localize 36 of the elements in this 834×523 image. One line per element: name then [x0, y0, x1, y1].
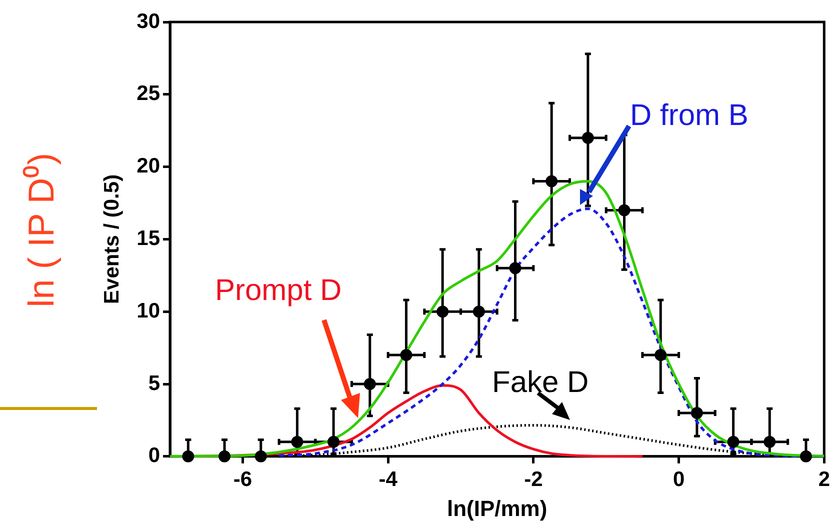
point	[582, 132, 594, 144]
point	[727, 436, 740, 448]
point	[618, 204, 630, 216]
y-tick-label: 20	[136, 154, 160, 178]
y-axis-title: Events / (0.5)	[100, 174, 124, 304]
y-tick-label: 30	[136, 10, 160, 33]
point	[436, 306, 449, 318]
point	[364, 378, 376, 390]
x-tick-label: -2	[524, 468, 543, 491]
point	[182, 450, 194, 462]
x-axis-title: ln(IP/mm)	[446, 496, 548, 521]
point	[509, 262, 522, 274]
x-tick-label: 0	[672, 468, 685, 491]
y-tick-label: 0	[148, 444, 160, 468]
point	[690, 406, 703, 419]
point	[800, 450, 812, 462]
point	[218, 450, 231, 462]
y-tick-label: 15	[136, 226, 160, 250]
point	[328, 436, 340, 448]
text: D from B	[630, 99, 748, 132]
x-tick-label: -4	[378, 468, 398, 491]
point	[654, 349, 667, 362]
point	[546, 175, 558, 188]
point	[291, 436, 304, 448]
point	[472, 306, 485, 318]
text: ln ( IP D⁰)	[20, 152, 62, 308]
point	[254, 450, 267, 462]
text: Prompt D	[215, 274, 342, 307]
x-tick-label: -6	[233, 468, 252, 491]
point	[400, 349, 412, 362]
point	[764, 436, 776, 448]
y-tick-label: 25	[136, 82, 160, 106]
series-label: Fake D	[492, 366, 589, 399]
y-tick-label: 10	[136, 299, 160, 322]
x-tick-label: 2	[818, 468, 830, 491]
y-tick-label: 5	[148, 372, 160, 395]
